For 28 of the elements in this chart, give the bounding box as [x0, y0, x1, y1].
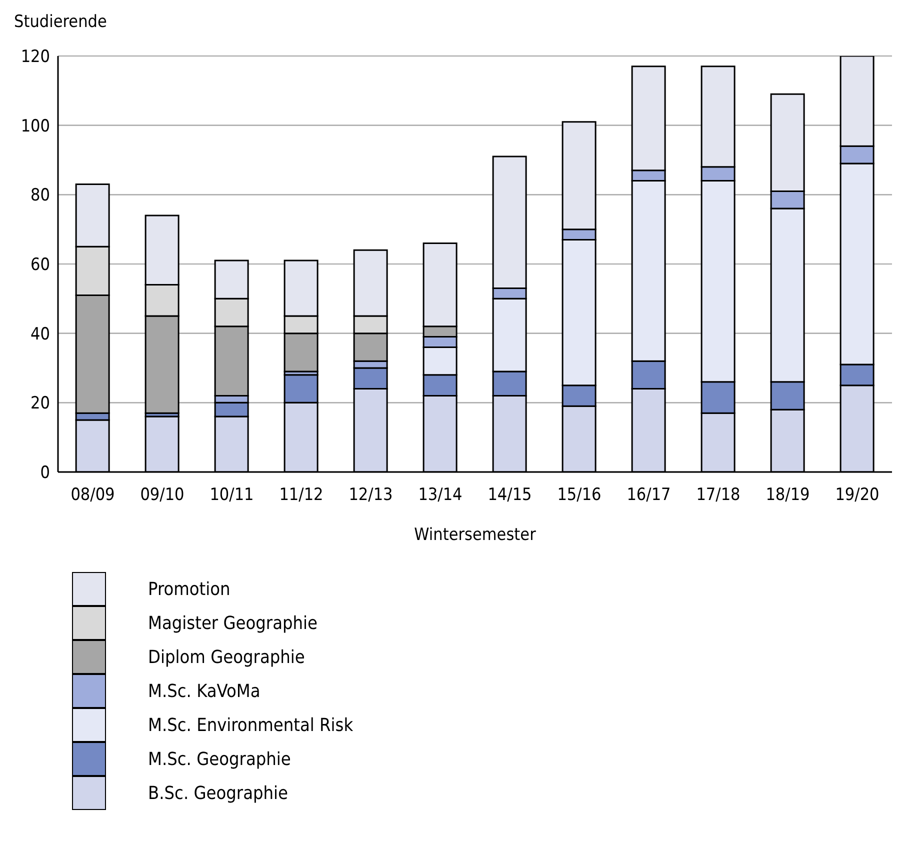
x-tick-label: 10/11: [210, 485, 254, 506]
legend-label: M.Sc. Environmental Risk: [148, 714, 354, 736]
x-tick-label: 09/10: [140, 485, 184, 506]
x-tick-label: 12/13: [348, 485, 393, 506]
x-tick-label: 13/14: [418, 485, 462, 506]
y-tick-label: 100: [20, 116, 50, 136]
x-tick-label: 08/09: [70, 485, 115, 506]
legend-label: B.Sc. Geographie: [148, 782, 288, 804]
x-tick-label: 15/16: [557, 485, 602, 506]
x-tick-label: 14/15: [488, 485, 532, 506]
legend-label: M.Sc. Geographie: [148, 748, 291, 770]
x-axis-title: Wintersemester: [414, 525, 537, 545]
y-tick-label: 20: [30, 394, 50, 414]
x-tick-label: 11/12: [279, 485, 324, 506]
y-tick-label: 80: [30, 186, 50, 206]
legend-label: Magister Geographie: [148, 612, 318, 634]
x-tick-label: 17/18: [696, 485, 740, 506]
x-tick-label: 18/19: [766, 485, 810, 506]
y-axis-title: Studierende: [13, 11, 108, 34]
x-tick-label: 16/17: [626, 485, 671, 506]
y-tick-label: 0: [40, 463, 50, 484]
legend-label: M.Sc. KaVoMa: [148, 680, 260, 702]
x-tick-label: 19/20: [835, 485, 880, 506]
y-tick-label: 120: [20, 47, 50, 68]
y-tick-label: 60: [30, 255, 50, 276]
legend-label: Diplom Geographie: [148, 646, 305, 668]
y-tick-label: 40: [30, 324, 50, 344]
legend-label: Promotion: [148, 578, 230, 600]
